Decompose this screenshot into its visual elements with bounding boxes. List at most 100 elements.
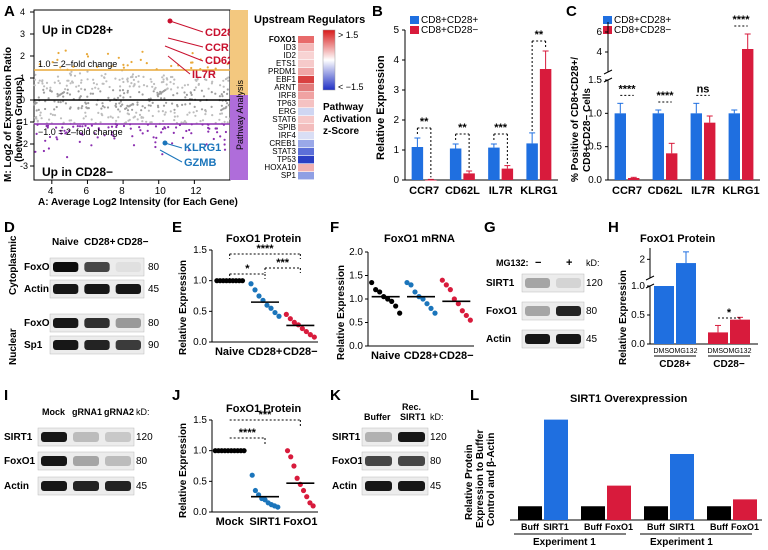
b-y-tick-label: 3 [393,85,399,96]
f-point [373,287,379,293]
ma-point [160,81,163,84]
ma-point [195,109,198,113]
cd62l-leader [164,45,204,62]
ma-point [141,50,144,53]
ma-point [37,96,40,99]
h-bar [708,332,728,344]
zscore-bottom-label: < −1.5 [338,82,364,92]
ma-point [136,103,139,106]
up-cd28minus-label: Up in CD28− [42,165,113,179]
ma-point [192,111,195,114]
j-y-axis-label: Relative Expression [178,423,189,518]
j-sig-mock-foxo1-label: *** [259,409,273,421]
ma-point [65,84,68,87]
d-section-nuclear: Nuclear [8,328,19,365]
panel-e: FoxO1 Protein Relative Expression 0.0 0.5… [178,233,318,358]
b-y-tick-label: 5 [393,25,399,36]
ma-point [226,92,229,95]
ma-point [36,119,39,122]
h-title: FoxO1 Protein [640,233,715,245]
ma-point [199,120,202,123]
ma-point [63,129,66,132]
ma-point [78,96,81,99]
g-actin-band [525,333,550,345]
ma-point [146,129,149,132]
i-sirt1-band [105,431,131,443]
l-x-label: Buff [710,522,729,532]
ma-point [46,124,50,127]
ma-point [207,130,210,133]
ma-point [138,91,141,94]
b-bar-plus [411,147,424,180]
ma-point [122,124,126,128]
gene-label-klrg1: KLRG1 [184,142,221,154]
ma-point [152,136,155,139]
j-y-tick-label: 0.0 [193,507,207,518]
ma-point [156,104,160,107]
ma-x-tick-label: 10 [155,186,167,197]
k-kd-header: kD: [430,412,444,422]
zscore-colorbar [322,29,336,91]
i-sirt1-band [41,431,67,443]
regulator-heat-cell [298,44,314,52]
ma-point [202,95,206,98]
ma-point [169,110,172,113]
d-col-cd28minus: CD28− [117,237,149,248]
regulator-heat-cell [298,116,314,124]
panel-j: FoxO1 Protein Relative Expression 0.0 0.5… [178,403,318,528]
ma-point [207,126,210,129]
ma-point [43,85,46,88]
ma-point [163,126,166,129]
ma-point [161,76,164,79]
ma-point [121,77,124,80]
ma-point [40,117,43,120]
regulator-id2: ID2 [284,51,297,60]
ma-point [68,129,71,132]
e-x-label: CD28− [283,346,318,358]
f-point [447,287,453,293]
ma-point [156,91,159,94]
ma-point [80,81,83,84]
g-row-sirt1: SIRT1 [486,278,515,289]
ma-point [138,113,142,116]
j-point [252,487,258,494]
e-point [248,281,254,287]
regulator-heat-cell [298,132,314,140]
ma-point [220,104,223,107]
zscore-caption-2: Activation [323,114,371,125]
c-axis-break-2 [603,69,613,75]
ma-point [35,132,38,135]
f-title: FoxO1 mRNA [384,233,455,245]
e-point [299,325,305,332]
f-y-tick-label: 0.5 [349,318,363,329]
ma-point [218,118,221,121]
ma-point [188,111,191,114]
panel-letter-f: F [330,219,339,236]
ma-point [193,88,196,92]
ma-point [81,125,84,128]
ma-point [80,87,83,90]
ma-point [103,134,106,137]
gene-label-ccr7: CCR7 [205,42,235,54]
h-y-tick-label: 1.0 [631,281,645,292]
e-point [311,334,317,340]
c-sig-label: **** [618,83,636,95]
f-point [443,282,449,288]
k-actin-band [398,480,425,492]
c-bar-plus [690,113,702,180]
ma-point [176,92,179,95]
ma-point [106,52,110,55]
regulator-heat-cell [298,60,314,68]
ma-point [35,115,38,119]
ma-point [58,82,62,85]
ma-point [147,109,150,112]
pathway-analysis-label: Pathway Analysis [235,79,245,150]
ma-point [219,112,222,115]
ma-point [225,115,228,119]
i-row-sirt1: SIRT1 [4,432,33,443]
k-actin-band [365,480,392,492]
d-col-cd28plus: CD28+ [84,237,116,248]
j-title: FoxO1 Protein [226,403,301,415]
f-point [408,282,414,288]
panel-letter-l: L [470,387,479,404]
